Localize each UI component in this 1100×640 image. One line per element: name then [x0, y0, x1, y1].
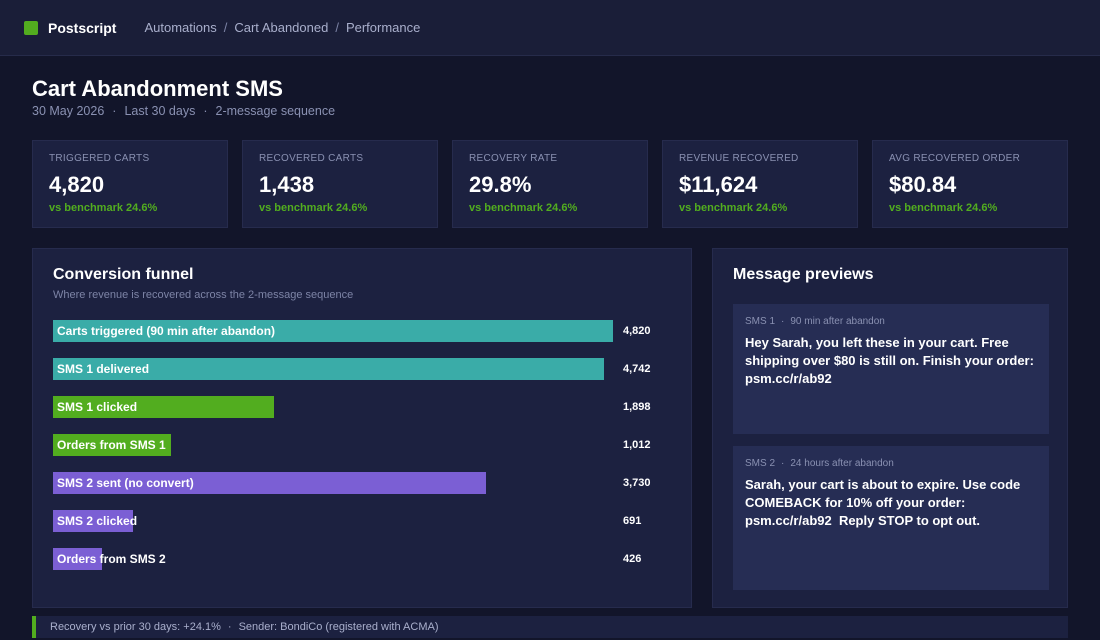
kpi-label: RECOVERED CARTS — [259, 153, 364, 164]
meta-range: Last 30 days — [124, 104, 196, 118]
kpi-benchmark: vs benchmark 24.6% — [889, 202, 998, 214]
funnel-row-value: 691 — [623, 515, 642, 527]
brand-name[interactable]: Postscript — [48, 19, 117, 36]
funnel-row-value: 4,820 — [623, 325, 651, 337]
kpi-benchmark: vs benchmark 24.6% — [469, 202, 578, 214]
recovery-comparison: Recovery vs prior 30 days: +24.1% — [50, 621, 221, 633]
kpi-card-revenue-recovered: REVENUE RECOVERED $11,624 vs benchmark 2… — [662, 140, 858, 228]
message-previews-title: Message previews — [733, 266, 874, 283]
funnel-row-label: SMS 2 sent (no convert) — [57, 476, 194, 490]
postscript-logo-icon[interactable] — [24, 20, 38, 35]
top-navigation-bar: Postscript Automations / Cart Abandoned … — [0, 0, 1100, 56]
funnel-row-label: SMS 2 clicked — [57, 514, 138, 528]
sms-2-preview-card[interactable]: SMS 2 · 24 hours after abandon Sarah, yo… — [733, 446, 1049, 590]
funnel-row: SMS 2 sent (no convert) 3,730 — [53, 472, 673, 494]
breadcrumb-separator: / — [223, 20, 228, 35]
page-title: Cart Abandonment SMS — [32, 76, 283, 101]
funnel-row-label: Orders from SMS 1 — [57, 438, 166, 452]
meta-separator: · — [203, 104, 208, 118]
breadcrumb-cart-abandoned[interactable]: Cart Abandoned — [234, 20, 329, 35]
funnel-row: Carts triggered (90 min after abandon) 4… — [53, 320, 673, 342]
funnel-row-value: 1,012 — [623, 439, 651, 451]
sms-name: SMS 2 — [745, 458, 776, 469]
sms-name: SMS 1 — [745, 316, 776, 327]
kpi-card-avg-recovered-order: AVG RECOVERED ORDER $80.84 vs benchmark … — [872, 140, 1068, 228]
footer-separator: · — [227, 621, 232, 633]
funnel-row-value: 1,898 — [623, 401, 651, 413]
footer-summary: Recovery vs prior 30 days: +24.1% · Send… — [32, 616, 1068, 638]
meta-separator: · — [781, 458, 785, 469]
kpi-label: AVG RECOVERED ORDER — [889, 153, 1021, 164]
kpi-card-recovery-rate: RECOVERY RATE 29.8% vs benchmark 24.6% — [452, 140, 648, 228]
breadcrumb-performance[interactable]: Performance — [345, 20, 421, 35]
sms-timing: 90 min after abandon — [790, 316, 885, 327]
sms-meta: SMS 1 · 90 min after abandon — [745, 316, 1037, 327]
funnel-bar[interactable] — [53, 548, 102, 570]
funnel-bar[interactable] — [53, 320, 613, 342]
funnel-bar[interactable] — [53, 472, 486, 494]
kpi-value: $11,624 — [679, 172, 758, 197]
funnel-row-value: 3,730 — [623, 477, 651, 489]
kpi-benchmark: vs benchmark 24.6% — [259, 202, 368, 214]
funnel-row: Orders from SMS 2 426 — [53, 548, 673, 570]
breadcrumb: Automations / Cart Abandoned / Performan… — [144, 20, 420, 35]
sms-meta: SMS 2 · 24 hours after abandon — [745, 458, 1037, 469]
conversion-funnel-panel: Conversion funnel Where revenue is recov… — [32, 248, 692, 608]
kpi-benchmark: vs benchmark 24.6% — [679, 202, 788, 214]
page-meta: 30 May 2026 · Last 30 days · 2-message s… — [32, 104, 335, 118]
meta-separator: · — [781, 316, 785, 327]
kpi-value: 1,438 — [259, 172, 315, 197]
funnel-row-label: Carts triggered (90 min after abandon) — [57, 324, 276, 338]
meta-sequence: 2-message sequence — [215, 104, 336, 118]
funnel-bar[interactable] — [53, 396, 274, 418]
funnel-row: SMS 2 clicked 691 — [53, 510, 673, 532]
breadcrumb-automations[interactable]: Automations — [144, 20, 217, 35]
kpi-value: 4,820 — [49, 172, 105, 197]
funnel-title: Conversion funnel — [53, 266, 194, 283]
kpi-label: RECOVERY RATE — [469, 153, 558, 164]
funnel-row-value: 426 — [623, 553, 642, 565]
funnel-row-label: Orders from SMS 2 — [57, 552, 166, 566]
funnel-row: Orders from SMS 1 1,012 — [53, 434, 673, 456]
funnel-row-value: 4,742 — [623, 363, 651, 375]
funnel-bar[interactable] — [53, 434, 171, 456]
kpi-value: 29.8% — [469, 172, 532, 197]
sender-info: Sender: BondiCo (registered with ACMA) — [238, 621, 439, 633]
kpi-card-recovered-carts: RECOVERED CARTS 1,438 vs benchmark 24.6% — [242, 140, 438, 228]
kpi-benchmark: vs benchmark 24.6% — [49, 202, 158, 214]
sms-timing: 24 hours after abandon — [790, 458, 894, 469]
kpi-value: $80.84 — [889, 172, 957, 197]
funnel-row: SMS 1 clicked 1,898 — [53, 396, 673, 418]
funnel-bar[interactable] — [53, 358, 604, 380]
meta-date: 30 May 2026 — [32, 104, 105, 118]
message-previews-panel: Message previews SMS 1 · 90 min after ab… — [712, 248, 1068, 608]
sms-1-preview-card[interactable]: SMS 1 · 90 min after abandon Hey Sarah, … — [733, 304, 1049, 434]
sms-body: Sarah, your cart is about to expire. Use… — [745, 477, 1024, 528]
breadcrumb-separator: / — [335, 20, 339, 35]
funnel-subtitle: Where revenue is recovered across the 2-… — [53, 289, 354, 301]
funnel-row: SMS 1 delivered 4,742 — [53, 358, 673, 380]
kpi-label: TRIGGERED CARTS — [49, 153, 150, 164]
kpi-label: REVENUE RECOVERED — [679, 153, 799, 164]
meta-separator: · — [112, 104, 117, 118]
funnel-bar[interactable] — [53, 510, 133, 532]
kpi-card-triggered-carts: TRIGGERED CARTS 4,820 vs benchmark 24.6% — [32, 140, 228, 228]
funnel-row-label: SMS 1 clicked — [57, 400, 138, 414]
sms-body: Hey Sarah, you left these in your cart. … — [745, 335, 1038, 386]
funnel-row-label: SMS 1 delivered — [57, 362, 150, 376]
